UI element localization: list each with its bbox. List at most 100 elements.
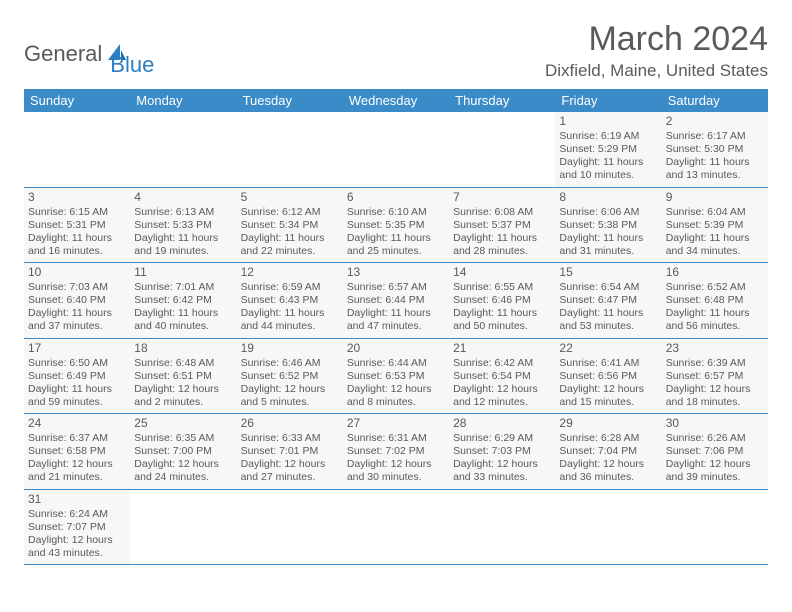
day-number: 12 [241,265,339,280]
calendar-day-cell: 18Sunrise: 6:48 AMSunset: 6:51 PMDayligh… [130,338,236,414]
weekday-header: Wednesday [343,89,449,112]
daylight-label: Daylight: 11 hours and 28 minutes. [453,232,551,258]
calendar-day-cell [237,112,343,187]
sunset-label: Sunset: 7:01 PM [241,445,339,458]
daylight-label: Daylight: 11 hours and 13 minutes. [666,156,764,182]
calendar-day-cell: 27Sunrise: 6:31 AMSunset: 7:02 PMDayligh… [343,414,449,490]
calendar-day-cell [662,489,768,565]
day-number: 11 [134,265,232,280]
weekday-header: Monday [130,89,236,112]
calendar-day-cell [343,112,449,187]
daylight-label: Daylight: 12 hours and 33 minutes. [453,458,551,484]
daylight-label: Daylight: 11 hours and 34 minutes. [666,232,764,258]
sunrise-label: Sunrise: 6:29 AM [453,432,551,445]
calendar-week-row: 31Sunrise: 6:24 AMSunset: 7:07 PMDayligh… [24,489,768,565]
day-number: 26 [241,416,339,431]
day-number: 30 [666,416,764,431]
day-number: 2 [666,114,764,129]
daylight-label: Daylight: 12 hours and 39 minutes. [666,458,764,484]
sunset-label: Sunset: 5:39 PM [666,219,764,232]
sunset-label: Sunset: 5:38 PM [559,219,657,232]
day-number: 7 [453,190,551,205]
sunset-label: Sunset: 7:00 PM [134,445,232,458]
daylight-label: Daylight: 12 hours and 2 minutes. [134,383,232,409]
calendar-day-cell: 26Sunrise: 6:33 AMSunset: 7:01 PMDayligh… [237,414,343,490]
day-number: 5 [241,190,339,205]
page-header: General Blue March 2024 Dixfield, Maine,… [24,20,768,81]
daylight-label: Daylight: 11 hours and 31 minutes. [559,232,657,258]
weekday-header: Friday [555,89,661,112]
day-number: 3 [28,190,126,205]
calendar-day-cell [24,112,130,187]
sunrise-label: Sunrise: 6:06 AM [559,206,657,219]
daylight-label: Daylight: 12 hours and 21 minutes. [28,458,126,484]
day-number: 14 [453,265,551,280]
day-number: 31 [28,492,126,507]
calendar-day-cell [130,112,236,187]
sunset-label: Sunset: 6:47 PM [559,294,657,307]
location-label: Dixfield, Maine, United States [545,61,768,81]
sunrise-label: Sunrise: 6:37 AM [28,432,126,445]
calendar-day-cell: 28Sunrise: 6:29 AMSunset: 7:03 PMDayligh… [449,414,555,490]
calendar-week-row: 17Sunrise: 6:50 AMSunset: 6:49 PMDayligh… [24,338,768,414]
calendar-day-cell: 31Sunrise: 6:24 AMSunset: 7:07 PMDayligh… [24,489,130,565]
calendar-day-cell: 8Sunrise: 6:06 AMSunset: 5:38 PMDaylight… [555,187,661,263]
daylight-label: Daylight: 11 hours and 25 minutes. [347,232,445,258]
day-number: 19 [241,341,339,356]
day-number: 22 [559,341,657,356]
day-number: 23 [666,341,764,356]
daylight-label: Daylight: 11 hours and 19 minutes. [134,232,232,258]
daylight-label: Daylight: 11 hours and 53 minutes. [559,307,657,333]
sunset-label: Sunset: 7:02 PM [347,445,445,458]
calendar-day-cell [237,489,343,565]
calendar-day-cell: 1Sunrise: 6:19 AMSunset: 5:29 PMDaylight… [555,112,661,187]
sunset-label: Sunset: 6:42 PM [134,294,232,307]
sunrise-label: Sunrise: 7:03 AM [28,281,126,294]
sunset-label: Sunset: 5:31 PM [28,219,126,232]
calendar-week-row: 1Sunrise: 6:19 AMSunset: 5:29 PMDaylight… [24,112,768,187]
daylight-label: Daylight: 11 hours and 56 minutes. [666,307,764,333]
calendar-day-cell: 4Sunrise: 6:13 AMSunset: 5:33 PMDaylight… [130,187,236,263]
sunset-label: Sunset: 5:35 PM [347,219,445,232]
daylight-label: Daylight: 12 hours and 27 minutes. [241,458,339,484]
sunset-label: Sunset: 6:49 PM [28,370,126,383]
calendar-day-cell: 14Sunrise: 6:55 AMSunset: 6:46 PMDayligh… [449,263,555,339]
calendar-day-cell: 21Sunrise: 6:42 AMSunset: 6:54 PMDayligh… [449,338,555,414]
logo: General Blue [24,20,154,78]
calendar-day-cell [130,489,236,565]
calendar-table: Sunday Monday Tuesday Wednesday Thursday… [24,89,768,565]
sunset-label: Sunset: 5:37 PM [453,219,551,232]
sunset-label: Sunset: 6:51 PM [134,370,232,383]
sunrise-label: Sunrise: 6:15 AM [28,206,126,219]
sunrise-label: Sunrise: 6:39 AM [666,357,764,370]
daylight-label: Daylight: 11 hours and 47 minutes. [347,307,445,333]
calendar-day-cell: 10Sunrise: 7:03 AMSunset: 6:40 PMDayligh… [24,263,130,339]
calendar-day-cell: 22Sunrise: 6:41 AMSunset: 6:56 PMDayligh… [555,338,661,414]
sunrise-label: Sunrise: 6:42 AM [453,357,551,370]
daylight-label: Daylight: 11 hours and 44 minutes. [241,307,339,333]
sunrise-label: Sunrise: 6:50 AM [28,357,126,370]
calendar-day-cell: 30Sunrise: 6:26 AMSunset: 7:06 PMDayligh… [662,414,768,490]
sunset-label: Sunset: 6:46 PM [453,294,551,307]
logo-text-blue: Blue [110,52,154,78]
calendar-day-cell: 6Sunrise: 6:10 AMSunset: 5:35 PMDaylight… [343,187,449,263]
sunrise-label: Sunrise: 6:24 AM [28,508,126,521]
daylight-label: Daylight: 12 hours and 24 minutes. [134,458,232,484]
sunrise-label: Sunrise: 6:46 AM [241,357,339,370]
weekday-header: Tuesday [237,89,343,112]
sunrise-label: Sunrise: 6:10 AM [347,206,445,219]
sunset-label: Sunset: 7:07 PM [28,521,126,534]
day-number: 1 [559,114,657,129]
calendar-day-cell: 7Sunrise: 6:08 AMSunset: 5:37 PMDaylight… [449,187,555,263]
weekday-header: Thursday [449,89,555,112]
calendar-day-cell: 15Sunrise: 6:54 AMSunset: 6:47 PMDayligh… [555,263,661,339]
calendar-day-cell: 29Sunrise: 6:28 AMSunset: 7:04 PMDayligh… [555,414,661,490]
sunrise-label: Sunrise: 6:52 AM [666,281,764,294]
calendar-day-cell [555,489,661,565]
daylight-label: Daylight: 12 hours and 8 minutes. [347,383,445,409]
calendar-day-cell: 16Sunrise: 6:52 AMSunset: 6:48 PMDayligh… [662,263,768,339]
sunset-label: Sunset: 5:34 PM [241,219,339,232]
day-number: 8 [559,190,657,205]
daylight-label: Daylight: 11 hours and 59 minutes. [28,383,126,409]
daylight-label: Daylight: 11 hours and 40 minutes. [134,307,232,333]
